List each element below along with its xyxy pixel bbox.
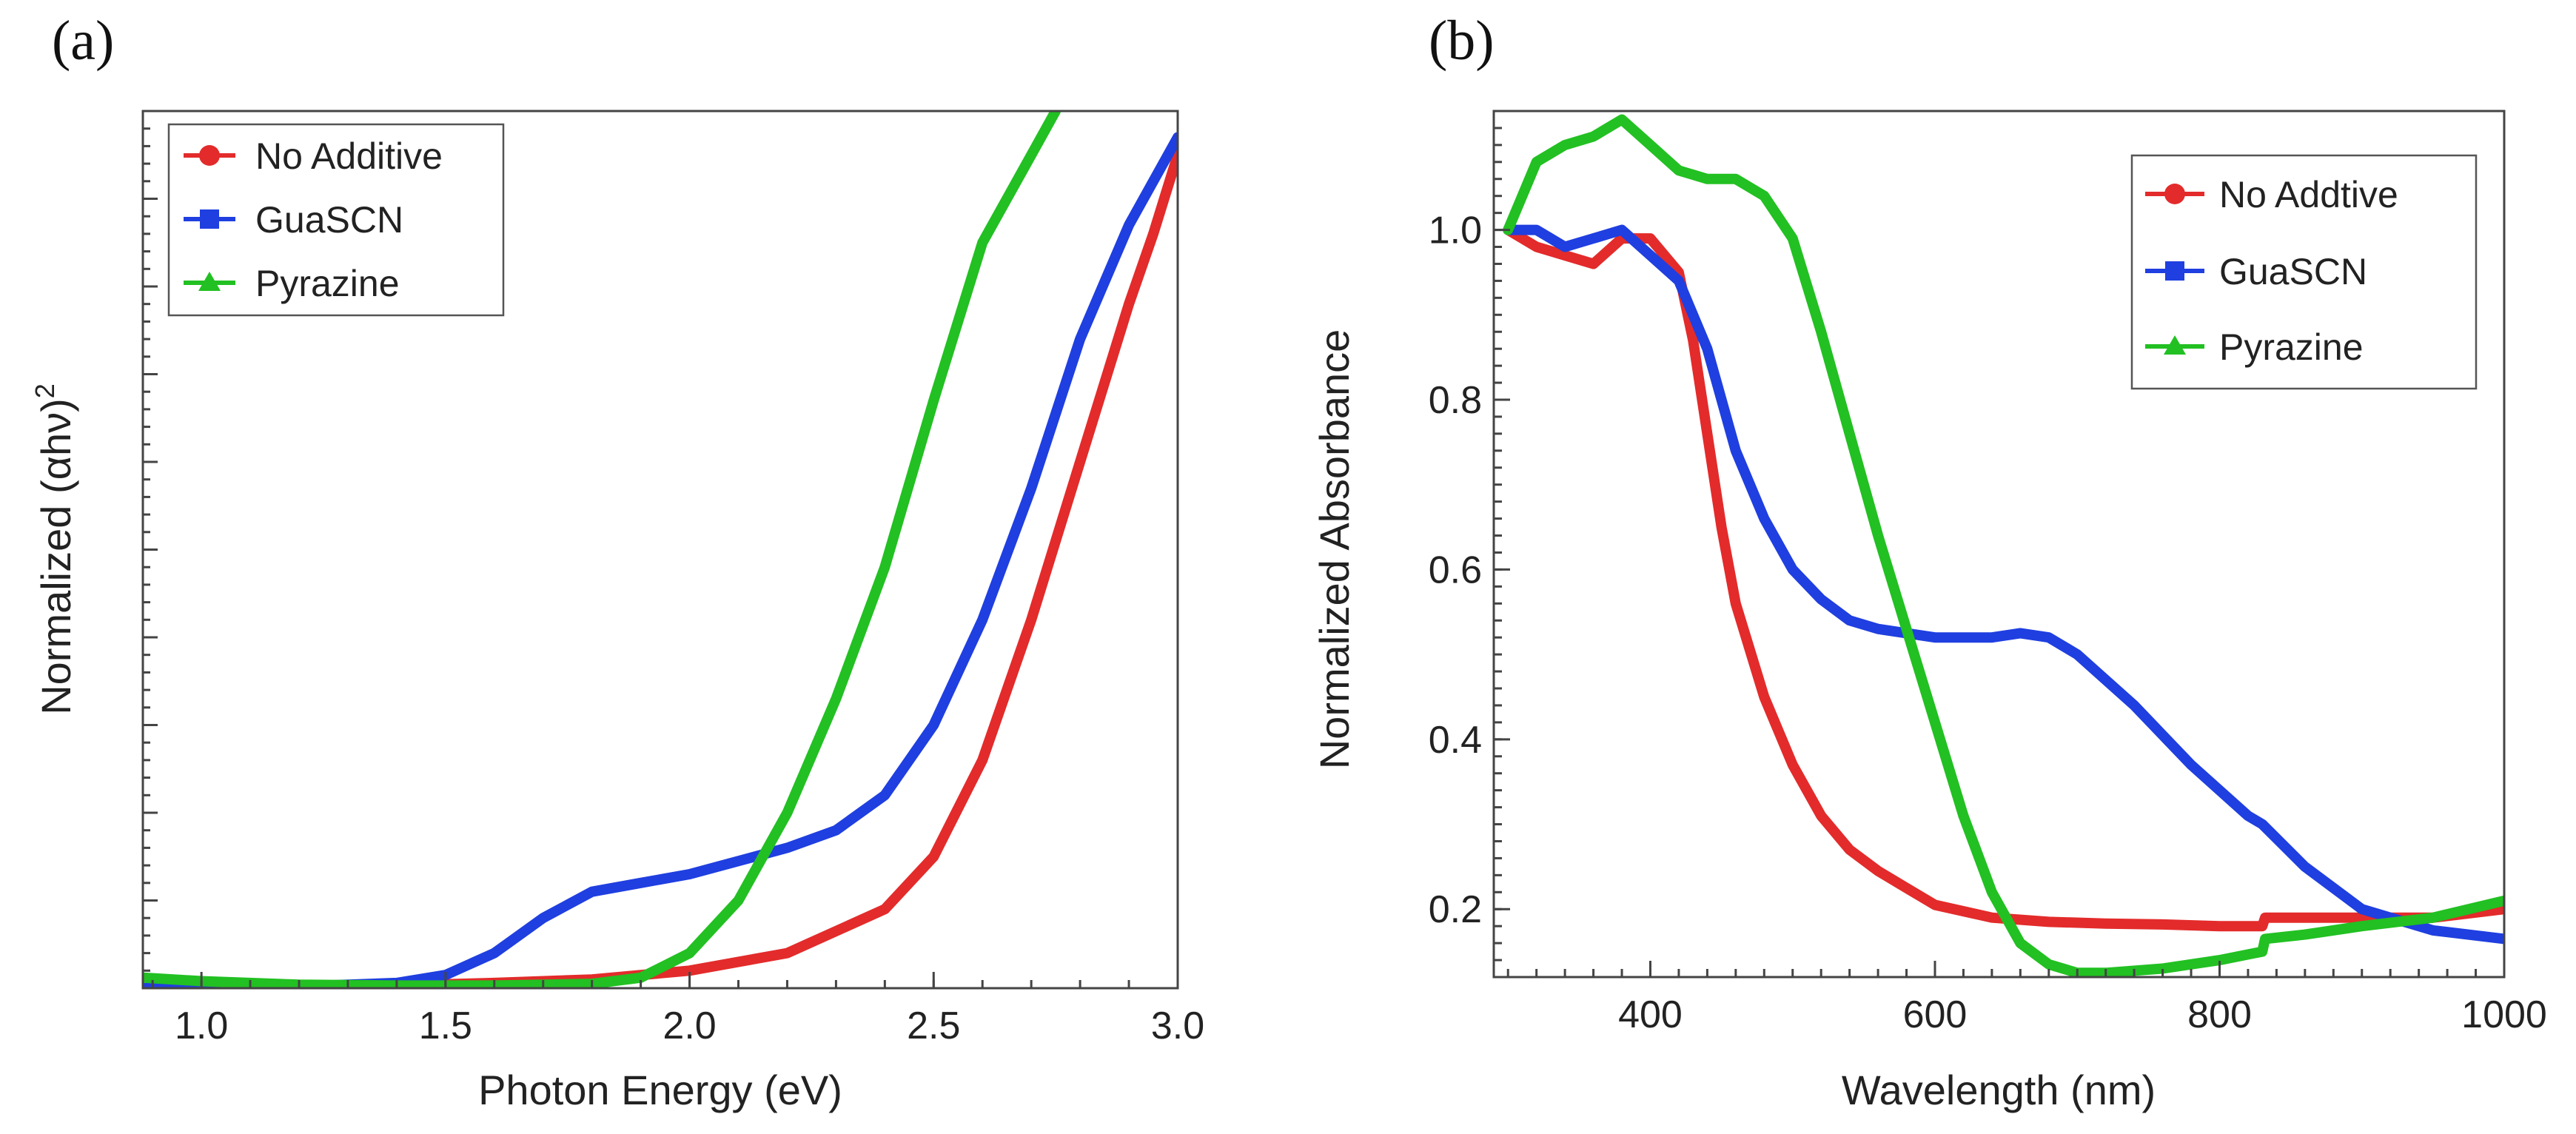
chart-a-y-axis-label-main: Normalized (αhν): [33, 398, 79, 715]
chart-b-legend-marker-guascn: [2165, 261, 2184, 281]
chart-b-x-tick-label: 600: [1903, 993, 1968, 1036]
chart-a-x-tick-label: 1.5: [419, 1004, 472, 1047]
chart-a-x-axis-label: Photon Energy (eV): [478, 1067, 842, 1113]
chart-a-y-axis-label-sup: 2: [30, 383, 60, 398]
chart-b-y-tick-label: 0.6: [1429, 548, 1482, 591]
chart-b-x-tick-label: 800: [2187, 993, 2252, 1036]
chart-b-y-axis-label: Normalized Absorbance: [1311, 329, 1358, 770]
panel-label-b: (b): [1429, 10, 1495, 72]
chart-b-x-tick-label: 1000: [2461, 993, 2547, 1036]
panel-label-a: (a): [52, 10, 114, 72]
chart-a: (a) 1.0 1.5 2.0 2.5 3.0 Photon Energy (eV) N…: [30, 10, 1204, 1113]
chart-a-y-ticks: [143, 110, 158, 990]
chart-b-x-axis-label: Wavelength (nm): [1842, 1067, 2156, 1113]
chart-b-y-tick-label: 0.8: [1429, 379, 1482, 422]
chart-b-y-tick-label: 0.4: [1429, 719, 1482, 762]
chart-a-legend-marker-pyrazine: [198, 272, 221, 291]
chart-b-x-ticks: 400 600 800 1000: [1506, 961, 2547, 1036]
chart-b-legend-label-pyrazine: Pyrazine: [2219, 326, 2364, 368]
chart-a-legend-marker-guascn: [200, 209, 219, 229]
chart-b-legend-label-no-addtive: No Addtive: [2219, 174, 2398, 215]
chart-a-legend-marker-no-additive: [199, 145, 220, 166]
chart-b-legend-label-guascn: GuaSCN: [2219, 251, 2367, 292]
chart-b-series-group: [1503, 114, 2504, 977]
chart-b-y-tick-label: 0.2: [1429, 888, 1482, 931]
chart-a-legend-label-pyrazine: Pyrazine: [255, 263, 400, 304]
chart-a-legend: No Additive GuaSCN Pyrazine: [167, 123, 505, 317]
chart-b-line-pyrazine: [1503, 114, 2504, 977]
chart-b-legend: No Addtive GuaSCN Pyrazine: [2130, 154, 2478, 390]
chart-b-line-no-addtive: [1503, 224, 2504, 932]
chart-b: (b) 400 600 800 1000 0.2 0.4 0.6 0.8 1.0 Wavele…: [1311, 10, 2547, 1113]
chart-a-x-ticks: 1.0 1.5 2.0 2.5 3.0: [151, 972, 1204, 1047]
chart-b-legend-marker-no-addtive: [2164, 184, 2185, 204]
chart-a-x-tick-label: 2.0: [663, 1004, 716, 1047]
chart-a-legend-label-no-additive: No Additive: [255, 135, 443, 177]
chart-b-y-ticks: 0.2 0.4 0.6 0.8 1.0: [1429, 127, 1510, 962]
chart-b-line-guascn: [1503, 224, 2504, 945]
chart-b-x-tick-label: 400: [1618, 993, 1683, 1036]
chart-a-y-axis-label: Normalized (αhν)2: [30, 383, 79, 715]
chart-a-x-tick-label: 2.5: [907, 1004, 960, 1047]
chart-a-x-tick-label: 3.0: [1151, 1004, 1204, 1047]
chart-b-frame: [1492, 110, 2506, 979]
chart-b-legend-marker-pyrazine: [2164, 335, 2186, 355]
chart-a-x-tick-label: 1.0: [175, 1004, 228, 1047]
chart-b-y-tick-label: 1.0: [1429, 209, 1482, 252]
chart-a-legend-label-guascn: GuaSCN: [255, 199, 403, 241]
